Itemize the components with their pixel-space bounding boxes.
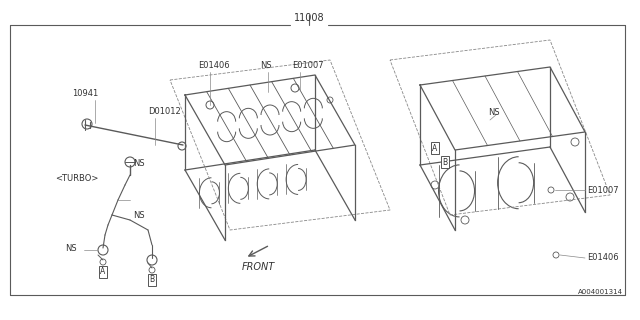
Text: E01007: E01007 xyxy=(587,186,619,195)
Text: E01406: E01406 xyxy=(587,253,619,262)
Text: NS: NS xyxy=(133,158,145,167)
Text: D01012: D01012 xyxy=(148,107,180,116)
Text: E01007: E01007 xyxy=(292,61,324,70)
Text: <TURBO>: <TURBO> xyxy=(55,173,99,182)
Text: NS: NS xyxy=(260,61,271,70)
Text: A004001314: A004001314 xyxy=(578,289,623,295)
Text: NS: NS xyxy=(133,211,145,220)
Text: NS: NS xyxy=(65,244,77,252)
Text: FRONT: FRONT xyxy=(241,262,275,272)
Text: B: B xyxy=(149,276,155,284)
Text: E01406: E01406 xyxy=(198,61,230,70)
Text: 11008: 11008 xyxy=(294,13,324,23)
Text: B: B xyxy=(442,157,447,166)
Text: NS: NS xyxy=(488,108,500,117)
Text: A: A xyxy=(100,268,106,276)
Text: A: A xyxy=(433,143,438,153)
Text: 10941: 10941 xyxy=(72,89,99,98)
